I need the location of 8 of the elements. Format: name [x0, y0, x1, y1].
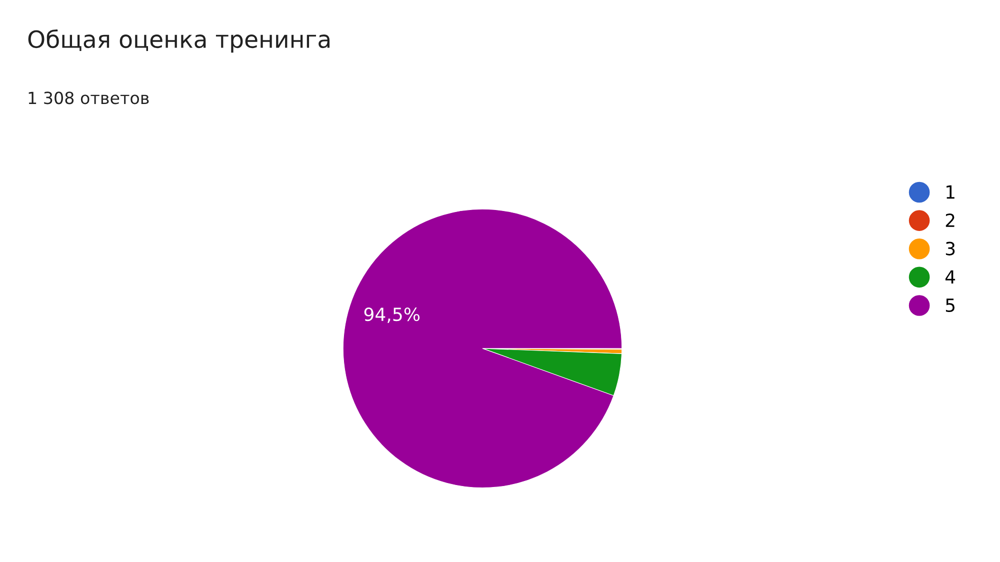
legend-label: 5: [946, 298, 954, 312]
data-label: 94,5%: [364, 307, 420, 323]
text: 1 308 ответов: [28, 92, 149, 104]
legend-label: 4: [945, 270, 956, 284]
legend-label: 2: [946, 213, 954, 227]
legend-label: 1: [946, 185, 954, 199]
chart-title: Общая оценка тренинга: [28, 29, 330, 53]
legend-label: 3: [946, 242, 955, 256]
